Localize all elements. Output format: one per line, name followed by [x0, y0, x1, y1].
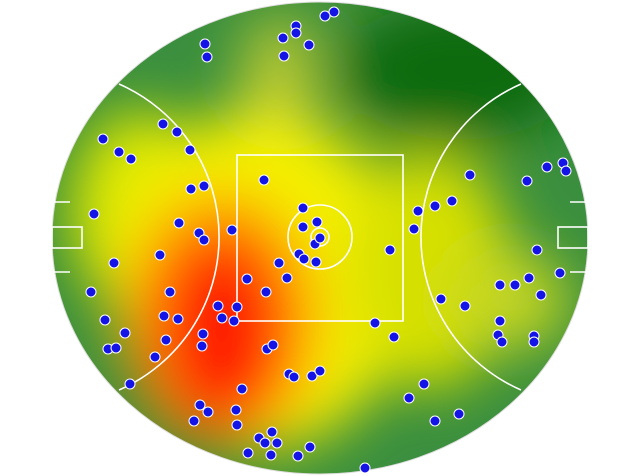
point [85, 286, 97, 298]
point [418, 378, 430, 390]
point [464, 169, 476, 181]
point [412, 205, 424, 217]
point [198, 234, 210, 246]
point [226, 224, 238, 236]
point [328, 6, 340, 18]
point [260, 286, 272, 298]
point [216, 312, 228, 324]
point [184, 144, 196, 156]
point [88, 208, 100, 220]
point [281, 272, 293, 284]
point [277, 32, 289, 44]
point [172, 313, 184, 325]
point [292, 450, 304, 462]
point [266, 426, 278, 438]
point [201, 51, 213, 63]
point [384, 244, 396, 256]
point [258, 174, 270, 186]
point [194, 399, 206, 411]
point [265, 449, 277, 461]
point [199, 38, 211, 50]
point [119, 327, 131, 339]
point [157, 118, 169, 130]
point [124, 378, 136, 390]
point [521, 175, 533, 187]
point [113, 146, 125, 158]
point [541, 161, 553, 173]
point [164, 286, 176, 298]
field-lines [51, 1, 589, 475]
point [149, 351, 161, 363]
point [198, 180, 210, 192]
point [231, 301, 243, 313]
point [197, 328, 209, 340]
point [319, 10, 331, 22]
point [230, 404, 242, 416]
point [314, 232, 326, 244]
point [290, 27, 302, 39]
point [494, 279, 506, 291]
point [453, 408, 465, 420]
point [158, 310, 170, 322]
point [231, 419, 243, 431]
point [560, 165, 572, 177]
point [359, 462, 371, 474]
point [288, 371, 300, 383]
point [496, 336, 508, 348]
point [228, 315, 240, 327]
point [435, 293, 447, 305]
point [185, 183, 197, 195]
point [242, 447, 254, 459]
point [310, 256, 322, 268]
point [408, 223, 420, 235]
point [236, 383, 248, 395]
point [110, 342, 122, 354]
point [311, 216, 323, 228]
point [297, 221, 309, 233]
point [298, 253, 310, 265]
point [160, 334, 172, 346]
point [446, 195, 458, 207]
point [108, 257, 120, 269]
point [267, 339, 279, 351]
point [297, 202, 309, 214]
point [304, 441, 316, 453]
point [154, 249, 166, 261]
point [429, 200, 441, 212]
point [554, 267, 566, 279]
point [528, 336, 540, 348]
point [535, 289, 547, 301]
point [188, 415, 200, 427]
point [459, 300, 471, 312]
point [241, 273, 253, 285]
point [494, 315, 506, 327]
point [259, 437, 271, 449]
point [212, 300, 224, 312]
point [369, 317, 381, 329]
point [97, 133, 109, 145]
point [531, 244, 543, 256]
point [99, 314, 111, 326]
point [271, 437, 283, 449]
point [429, 415, 441, 427]
point [173, 217, 185, 229]
point [403, 392, 415, 404]
heatmap [52, 2, 588, 474]
point [303, 39, 315, 51]
point [306, 370, 318, 382]
point [314, 365, 326, 377]
point [125, 153, 137, 165]
point [388, 331, 400, 343]
point [273, 257, 285, 269]
point [509, 279, 521, 291]
point [278, 50, 290, 62]
point [523, 272, 535, 284]
point [202, 406, 214, 418]
point [171, 126, 183, 138]
point [196, 340, 208, 352]
